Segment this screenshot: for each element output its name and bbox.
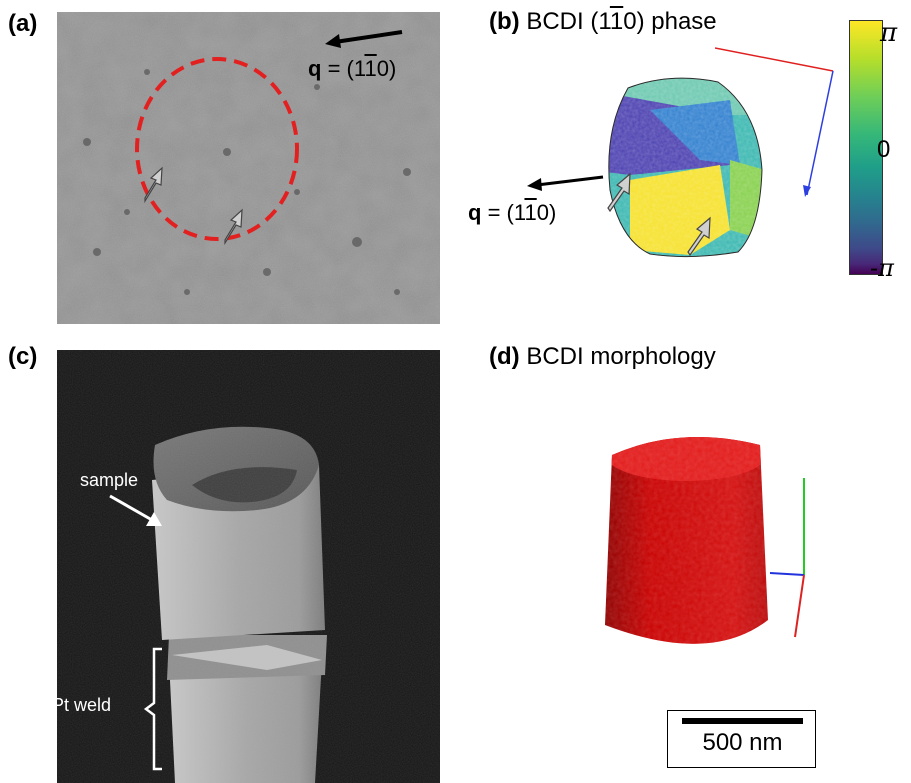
feature-arrow (144, 166, 243, 246)
panel-b-axes-indicator (715, 45, 845, 205)
panel-d-title: (d) BCDI morphology (489, 343, 716, 370)
panel-a-q-vector-label: q = (110) (308, 56, 397, 81)
colorbar-tick-max: π (880, 18, 898, 48)
panel-b-q-vector-label: q = (110) (468, 200, 557, 225)
panel-c-label: (c) (8, 343, 38, 370)
panel-a-sem-image (57, 12, 440, 324)
panel-d-morphology-render (590, 425, 830, 665)
pt-weld-bracket (140, 647, 170, 771)
pt-weld-label: Pt weld (52, 695, 112, 715)
panel-a-label: (a) (8, 10, 38, 37)
region-of-interest-circle (135, 57, 299, 241)
panel-c-sem-image (57, 350, 440, 783)
scale-bar (682, 718, 803, 724)
panel-b-phase-reconstruction (590, 70, 780, 270)
panel-b-q-arrow (525, 172, 605, 192)
colorbar-tick-zero: 0 (877, 136, 891, 163)
panel-b-title: (b) BCDI (110) phase (489, 8, 717, 35)
scale-bar-box: 500 nm (667, 710, 816, 768)
sample-label: sample (80, 470, 139, 490)
phase-colorbar (849, 20, 883, 275)
scale-bar-label: 500 nm (702, 729, 783, 756)
sample-arrow (108, 492, 168, 532)
colorbar-tick-min: -π (870, 254, 894, 282)
